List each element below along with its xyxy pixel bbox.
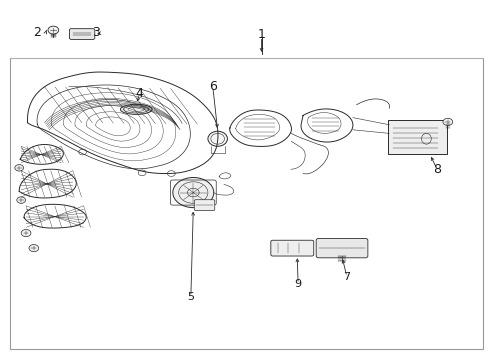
Circle shape [17,197,25,203]
FancyBboxPatch shape [387,120,446,154]
Circle shape [15,165,23,171]
Circle shape [48,26,59,34]
Text: 9: 9 [294,279,301,289]
Text: 1: 1 [257,28,265,41]
Circle shape [29,244,39,252]
Text: 4: 4 [136,87,143,100]
Circle shape [21,229,31,237]
Bar [10,58,483,348]
Text: 2: 2 [33,27,41,40]
Text: 8: 8 [432,163,440,176]
Text: 7: 7 [343,272,350,282]
Text: 6: 6 [208,80,216,93]
Circle shape [172,177,213,208]
FancyBboxPatch shape [316,238,367,258]
FancyBboxPatch shape [69,29,95,40]
Ellipse shape [120,104,152,114]
Text: 3: 3 [92,27,100,40]
Text: 5: 5 [187,292,194,302]
FancyBboxPatch shape [194,200,214,211]
Ellipse shape [207,131,227,146]
FancyBboxPatch shape [270,240,313,256]
Circle shape [442,118,452,126]
